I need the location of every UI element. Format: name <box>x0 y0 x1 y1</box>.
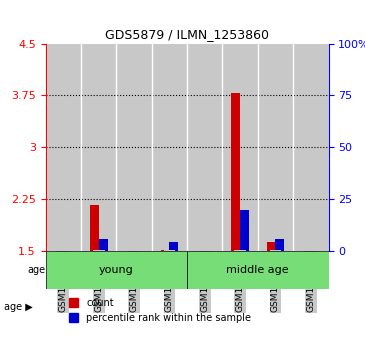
Bar <box>258 44 293 251</box>
Text: middle age: middle age <box>226 265 289 275</box>
Text: GSM1847067: GSM1847067 <box>59 251 68 312</box>
Bar <box>81 44 116 251</box>
Bar <box>276 239 284 251</box>
Text: GSM1847068: GSM1847068 <box>94 251 103 312</box>
Bar <box>231 93 240 251</box>
Title: GDS5879 / ILMN_1253860: GDS5879 / ILMN_1253860 <box>105 28 269 41</box>
Bar <box>266 242 276 251</box>
Text: young: young <box>99 265 134 275</box>
Text: GSM1847066: GSM1847066 <box>306 251 315 312</box>
Bar <box>152 44 187 251</box>
Text: age: age <box>27 265 46 275</box>
Bar <box>116 44 152 251</box>
Bar <box>46 44 81 251</box>
Bar <box>99 239 108 251</box>
Text: GSM1847069: GSM1847069 <box>130 251 139 312</box>
Bar <box>169 242 178 251</box>
FancyBboxPatch shape <box>46 251 187 289</box>
Bar <box>293 44 328 251</box>
Bar <box>161 250 169 251</box>
Text: GSM1847065: GSM1847065 <box>271 251 280 312</box>
Bar <box>222 44 258 251</box>
Bar <box>90 205 99 251</box>
Bar <box>187 44 222 251</box>
Text: GSM1847063: GSM1847063 <box>200 251 209 312</box>
FancyBboxPatch shape <box>187 251 328 289</box>
Text: GSM1847064: GSM1847064 <box>235 251 245 312</box>
Text: age ▶: age ▶ <box>4 302 32 312</box>
Bar <box>240 210 249 251</box>
Legend: count, percentile rank within the sample: count, percentile rank within the sample <box>65 294 255 327</box>
Text: GSM1847070: GSM1847070 <box>165 251 174 312</box>
